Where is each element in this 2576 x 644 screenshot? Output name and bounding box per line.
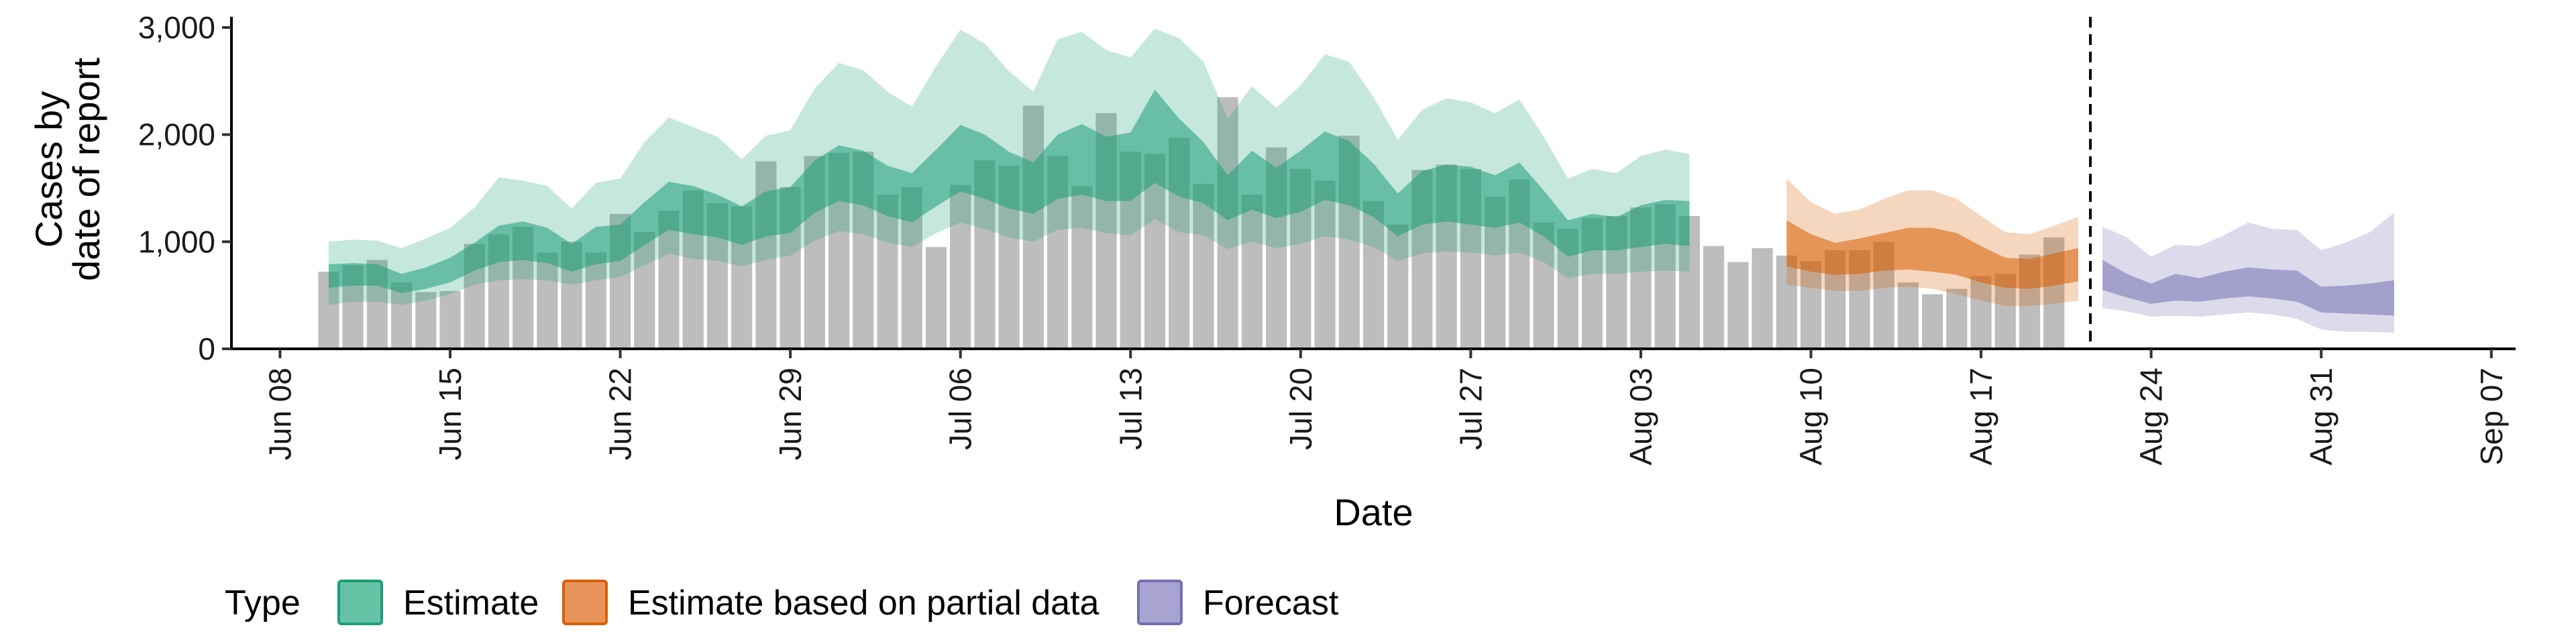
estimate-bands (328, 28, 2394, 333)
x-tick-label: Jun 29 (773, 368, 808, 460)
legend: Type Estimate Estimate based on partial da… (225, 580, 1339, 625)
legend-label-forecast: Forecast (1203, 584, 1339, 623)
reported-cases-bar (537, 252, 558, 349)
legend-title: Type (225, 584, 301, 623)
legend-key-estimate (337, 580, 383, 625)
reported-cases-bar (1217, 97, 1238, 350)
reported-cases-bar (1314, 180, 1336, 349)
forecast-inner-band (2102, 260, 2394, 316)
x-tick-label: Jul 06 (943, 368, 978, 450)
x-tick-label: Sep 07 (2474, 368, 2509, 466)
reported-cases-bar (1727, 262, 1749, 349)
x-tick-label: Aug 24 (2134, 368, 2169, 466)
x-tick-label: Aug 03 (1623, 368, 1658, 466)
y-tick-label: 3,000 (138, 10, 215, 45)
y-tick-label: 2,000 (138, 117, 215, 152)
reported-cases-bar (1970, 276, 1992, 349)
reported-cases-bar (1776, 256, 1797, 349)
x-tick-label: Jul 20 (1283, 368, 1318, 450)
reported-cases-bar (1946, 288, 1968, 349)
y-tick-label: 1,000 (138, 224, 215, 259)
reported-cases-bar (1533, 222, 1554, 349)
legend-label-estimate: Estimate (403, 584, 539, 623)
x-axis-title: Date (1334, 491, 1413, 533)
reported-cases-bar (585, 252, 606, 349)
x-tick-label: Aug 31 (2304, 368, 2339, 466)
reported-cases-bar (1752, 248, 1773, 349)
x-tick-label: Jun 22 (603, 368, 638, 460)
reported-cases-bar (1022, 105, 1044, 349)
y-axis-title-line: Cases by (28, 91, 70, 248)
legend-key-forecast (1137, 580, 1183, 625)
y-axis-ticks: 0 1,000 2,000 3,000 (138, 10, 231, 366)
estimate-inner-band (328, 89, 1690, 293)
x-tick-label: Aug 10 (1794, 368, 1829, 466)
legend-key-estimate-based-on-partial-data (562, 580, 608, 625)
reported-cases-bar (1362, 201, 1385, 349)
reported-cases-bar (1387, 224, 1409, 349)
reported-cases-bar (1897, 282, 1919, 349)
y-axis-title-line: date of report (65, 58, 107, 282)
reported-cases-bar (1071, 186, 1093, 349)
reported-cases-bar (390, 282, 413, 349)
x-tick-label: Jul 13 (1113, 368, 1148, 450)
reported-cases-bar (439, 290, 461, 349)
x-tick-label: Jun 15 (433, 368, 468, 460)
x-tick-label: Jun 08 (262, 368, 297, 460)
reported-cases-bar (1922, 294, 1943, 349)
reported-cases-bar (415, 292, 437, 349)
y-tick-label: 0 (198, 331, 215, 366)
estimate-based-on-partial-data-inner-band (1786, 220, 2078, 289)
x-tick-label: Aug 17 (1964, 368, 1998, 466)
reported-cases-bar (950, 184, 971, 349)
reported-cases-bar (1241, 195, 1263, 349)
reported-cases-bar (1800, 261, 1822, 349)
axes (230, 17, 2516, 350)
x-axis-ticks: Jun 08 Jun 15 Jun 22 Jun 29 Jul 06 Jul 13 Jul … (262, 349, 2509, 466)
x-tick-label: Jul 27 (1453, 368, 1488, 450)
reported-cases-bar (634, 231, 655, 349)
legend-label-estimate-based-on-partial-data: Estimate based on partial data (628, 584, 1099, 623)
reported-cases-bar (1193, 184, 1214, 349)
reported-cases-bar (925, 247, 947, 349)
reported-cases-bar (877, 195, 898, 349)
reported-cases-bar (1703, 246, 1725, 349)
